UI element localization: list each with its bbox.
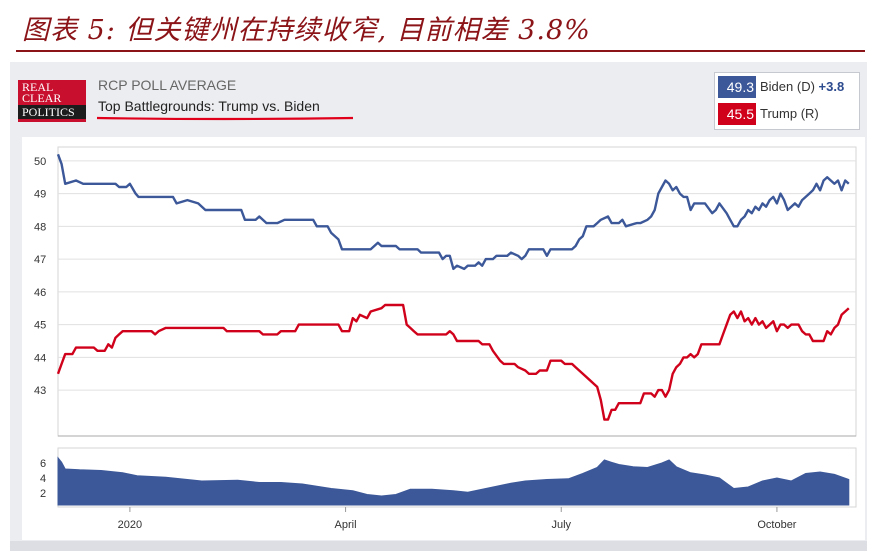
series-line-biden [56,153,850,271]
y-tick-label-47: 47 [34,254,46,266]
rcp-poll-average-label: RCP POLL AVERAGE [98,77,237,93]
y-tick-label-44: 44 [34,352,46,364]
y-tick-label-45: 45 [34,320,46,332]
biden-name: Biden (D) [760,79,815,94]
x-tick-label-april: April [335,519,357,531]
y-tick-label-50: 50 [34,156,46,168]
biden-legend-label: Biden (D) +3.8 [760,77,844,97]
rcp-logo[interactable]: REAL CLEAR POLITICS [18,80,86,122]
chart-subtitle-link[interactable]: Top Battlegrounds: Trump vs. Biden [98,98,320,114]
logo-line-1: REAL [22,80,54,94]
x-tick-label-2020: 2020 [118,519,142,531]
red-annotation-underline [96,116,354,121]
series-line-trump [56,303,850,421]
x-tick-label-july: July [551,519,571,531]
biden-spread: +3.8 [818,79,845,94]
y-tick-label-48: 48 [34,221,46,233]
y-tick-label-49: 49 [34,189,46,201]
spread-area [57,456,850,506]
logo-line-2: CLEAR [22,91,62,105]
title-rule [16,50,865,52]
trump-name: Trump (R) [760,106,819,121]
chart-panel: 43 44 45 46 47 48 49 50 2 4 6 2020 April July October [22,137,865,540]
legend-row-trump[interactable]: 45.5 Trump (R) [715,101,859,127]
spread-y-tick-4: 4 [40,473,46,485]
legend-row-biden[interactable]: 49.3 Biden (D) +3.8 [715,74,859,100]
spread-y-tick-6: 6 [40,458,46,470]
biden-value-badge: 49.3 [718,76,756,98]
navigator-strip[interactable] [10,541,867,551]
trump-value-badge: 45.5 [718,103,756,125]
y-tick-label-46: 46 [34,287,46,299]
x-tick-label-october: October [757,519,796,531]
legend-box: 49.3 Biden (D) +3.8 45.5 Trump (R) [714,72,860,130]
trump-legend-label: Trump (R) [760,104,819,124]
y-tick-label-43: 43 [34,385,46,397]
figure-title: 图表 5: 但关键州在持续收窄, 目前相差 3.8% [22,15,591,46]
spread-y-tick-2: 2 [40,488,46,500]
logo-line-3: POLITICS [18,105,86,119]
